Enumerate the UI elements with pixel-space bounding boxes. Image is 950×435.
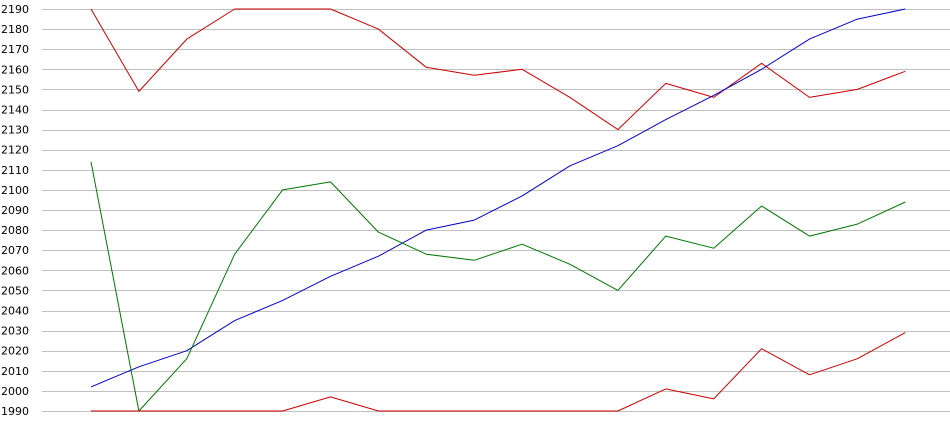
y-tick-label: 2160: [1, 63, 29, 76]
grid-lines: [42, 9, 950, 412]
y-tick-label: 2000: [1, 385, 29, 398]
y-tick-label: 2100: [1, 184, 29, 197]
y-tick-label: 2130: [1, 124, 29, 137]
y-tick-label: 2010: [1, 365, 29, 378]
series-line-3: [90, 161, 906, 412]
y-tick-label: 2180: [1, 23, 29, 36]
y-tick-label: 2110: [1, 164, 29, 177]
y-tick-label: 2090: [1, 204, 29, 217]
y-tick-label: 2020: [1, 345, 29, 358]
series-lines: [90, 8, 906, 412]
y-tick-label: 1990: [1, 405, 29, 418]
y-tick-label: 2140: [1, 104, 29, 117]
y-tick-label: 2170: [1, 43, 29, 56]
y-tick-label: 2150: [1, 83, 29, 96]
series-line-2: [90, 8, 906, 388]
y-tick-label: 2120: [1, 144, 29, 157]
y-tick-label: 2080: [1, 224, 29, 237]
y-tick-label: 2050: [1, 284, 29, 297]
y-tick-label: 2190: [1, 3, 29, 16]
y-axis-ticks: 1990 2000 2010 2020 2030 2040 2050 2060 2070 2080…: [1, 3, 29, 418]
y-tick-label: 2030: [1, 325, 29, 338]
y-tick-label: 2070: [1, 244, 29, 257]
y-tick-label: 2040: [1, 305, 29, 318]
series-line-4: [91, 332, 906, 412]
series-line-1: [90, 8, 906, 131]
y-tick-label: 2060: [1, 264, 29, 277]
